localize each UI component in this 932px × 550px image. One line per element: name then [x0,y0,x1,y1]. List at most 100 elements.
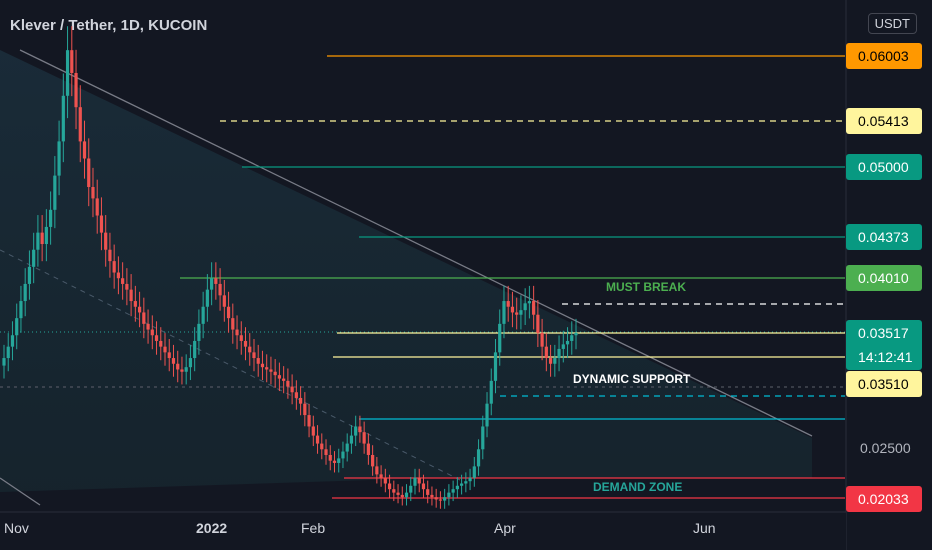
candle-body [548,358,553,364]
channel-upper-trendline [19,49,813,437]
candle-body [112,261,116,273]
candle-body [87,158,91,188]
candle-body [239,335,243,341]
candle-body [519,310,523,315]
candle-body [163,346,167,353]
candle-body [527,301,531,304]
candle-body [532,301,536,315]
candle-body [515,312,519,315]
annotation-dynamic-support: DYNAMIC SUPPORT [573,372,691,386]
candle-body [324,449,328,455]
candle-body [464,481,468,484]
svg-text:0.04010: 0.04010 [858,270,909,286]
candle-body [337,458,341,463]
candle-body [248,346,252,353]
annotation-must-break: MUST BREAK [606,280,686,294]
candle-body [129,289,133,302]
svg-text:0.06003: 0.06003 [858,48,909,64]
svg-text:0.02033: 0.02033 [858,491,909,507]
price-label-current: 0.03517 14:12:41 [846,320,922,370]
currency-badge[interactable]: USDT [867,13,917,34]
candle-body [273,371,277,376]
candle-body [146,323,150,330]
candle-body [426,489,430,495]
candle-body [553,358,557,364]
price-label-0.06003: 0.06003 [846,43,922,69]
candle-body [231,318,235,330]
candle-body [430,494,434,498]
candle-body [252,352,256,359]
candle-body [260,363,265,368]
candle-body [404,492,409,498]
candle-body [197,323,201,341]
candle-body [23,283,27,302]
candle-body [489,380,493,404]
price-label-0.04373: 0.04373 [846,224,922,250]
candle-body [387,483,392,490]
candle-body [354,426,358,436]
candle-body [95,198,99,216]
candle-body [498,323,502,353]
candle-body [409,485,413,493]
svg-text:0.05413: 0.05413 [858,113,909,129]
candle-body [78,107,82,142]
candle-body [540,332,544,347]
candle-body [400,494,404,498]
candle-body [392,489,396,493]
candle-body [137,306,142,313]
candle-body [502,301,506,324]
candle-body [19,301,23,319]
candle-body [379,474,383,478]
candle-body [159,340,163,347]
candle-body [574,332,578,336]
candle-body [565,340,570,345]
candle-body [201,306,205,324]
time-tick-jun: Jun [693,520,716,536]
candle-body [438,499,443,501]
candle-body [82,141,87,159]
channel-lower-trendline [0,477,41,506]
candle-body [104,232,108,250]
candle-body [375,466,379,475]
candle-body [61,95,65,142]
candle-body [167,352,171,359]
candle-body [176,363,180,370]
candle-body [417,477,421,484]
candle-body [74,72,78,108]
time-axis-background [0,512,846,550]
descending-channel-fill [0,50,812,492]
price-label-0.02033: 0.02033 [846,486,922,512]
candle-body [99,215,104,233]
candle-body [413,477,417,486]
candle-body [171,358,176,364]
candle-body [154,335,159,341]
candle-body [510,306,515,313]
candle-body [328,454,332,461]
candle-body [235,329,239,336]
candle-body [210,278,214,290]
candle-body [91,187,95,199]
time-tick-nov: Nov [4,520,29,536]
candle-body [121,278,125,284]
candle-body [472,466,476,478]
candle-body [243,340,248,347]
candles-group [2,26,578,509]
candle-body [455,485,459,490]
candle-body [184,367,188,372]
candle-body [44,226,48,245]
price-label-0.05000: 0.05000 [846,154,922,180]
candle-body [265,367,269,370]
candle-body [294,392,298,398]
candle-body [371,454,375,467]
candle-body [40,232,44,245]
candle-body [188,358,193,368]
candle-body [125,283,129,290]
candle-body [468,477,472,482]
candle-body [6,346,10,359]
candle-body [307,415,311,427]
candle-body [36,232,40,250]
candle-body [218,283,222,296]
candle-body [341,451,345,459]
candle-body [311,426,315,436]
